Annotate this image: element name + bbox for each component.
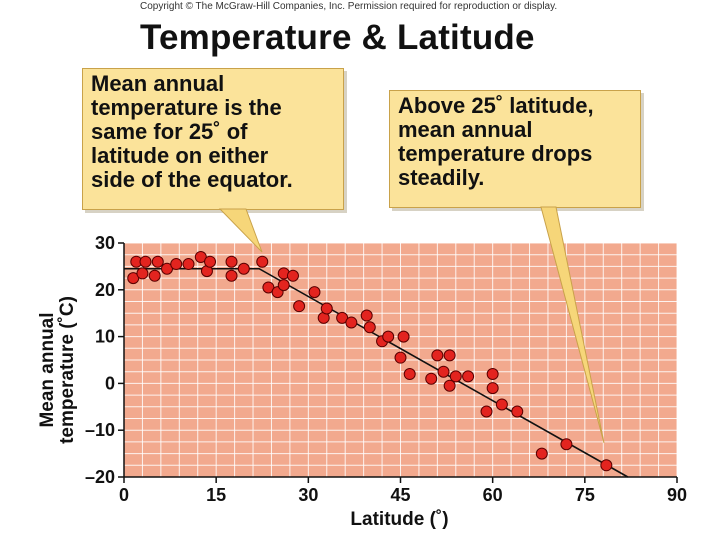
data-point — [308, 286, 321, 299]
data-point — [425, 372, 438, 385]
y-tick-label: 20 — [95, 280, 115, 300]
callout-line: latitude on either — [91, 143, 269, 168]
data-point — [237, 262, 250, 275]
data-point — [443, 379, 456, 392]
callout-line: Above 25˚ latitude, — [398, 93, 594, 118]
x-tick-label: 60 — [483, 485, 503, 505]
callout-line: temperature is the — [91, 95, 282, 120]
y-axis-title-line: Mean annual — [37, 312, 58, 427]
data-point — [136, 267, 149, 280]
page-title: Temperature & Latitude — [140, 18, 535, 57]
data-point — [560, 438, 573, 451]
callout-pointer-right — [540, 206, 605, 444]
data-point — [462, 370, 475, 383]
y-tick-label: 30 — [95, 233, 115, 253]
callout-line: temperature drops — [398, 141, 593, 166]
data-point — [486, 382, 499, 395]
callout-pointers — [218, 206, 605, 444]
data-point — [139, 255, 152, 268]
data-point — [397, 330, 410, 343]
y-tick-label: 0 — [105, 373, 115, 393]
copyright-notice: Copyright © The McGraw-Hill Companies, I… — [140, 1, 558, 12]
data-point — [511, 405, 524, 418]
data-point — [437, 365, 450, 378]
data-point — [225, 255, 238, 268]
data-point — [148, 269, 161, 282]
y-tick-label: –20 — [85, 467, 115, 487]
y-tick-label: –10 — [85, 420, 115, 440]
data-point — [204, 255, 217, 268]
callout-pointer-left — [218, 208, 263, 253]
data-point — [170, 258, 183, 271]
data-point — [151, 255, 164, 268]
callout-line: steadily. — [398, 165, 485, 190]
data-point — [443, 349, 456, 362]
data-point — [182, 258, 195, 271]
callout-line: same for 25˚ of — [91, 119, 248, 144]
x-tick-label: 0 — [119, 485, 129, 505]
data-point — [486, 368, 499, 381]
x-tick-label: 30 — [298, 485, 318, 505]
data-point — [403, 368, 416, 381]
data-point — [480, 405, 493, 418]
x-tick-label: 75 — [575, 485, 595, 505]
data-point — [431, 349, 444, 362]
y-tick-label: 10 — [95, 327, 115, 347]
data-point — [535, 447, 548, 460]
data-point — [363, 321, 376, 334]
callout-line: mean annual — [398, 117, 533, 142]
y-axis-title: Mean annual temperature (˚C) — [37, 296, 78, 444]
data-point — [345, 316, 358, 329]
data-point — [320, 302, 333, 315]
data-point — [382, 330, 395, 343]
callout-high-latitude-note: Above 25˚ latitude, mean annual temperat… — [389, 90, 641, 208]
data-point — [449, 370, 462, 383]
callout-equator-note: Mean annual temperature is the same for … — [82, 68, 344, 210]
x-tick-label: 45 — [390, 485, 410, 505]
data-point — [293, 300, 306, 313]
data-point — [600, 459, 613, 472]
x-axis-title: Latitude (˚) — [350, 509, 448, 530]
data-point — [277, 279, 290, 292]
plot-area — [118, 242, 678, 483]
y-axis-title-line: temperature (˚C) — [57, 296, 78, 444]
data-point — [495, 398, 508, 411]
data-point — [394, 351, 407, 364]
data-point — [360, 309, 373, 322]
x-tick-label: 15 — [206, 485, 226, 505]
callout-line: Mean annual — [91, 71, 225, 96]
data-point — [256, 255, 269, 268]
callout-line: side of the equator. — [91, 167, 293, 192]
data-point — [286, 269, 299, 282]
data-point — [225, 269, 238, 282]
x-tick-label: 90 — [667, 485, 687, 505]
